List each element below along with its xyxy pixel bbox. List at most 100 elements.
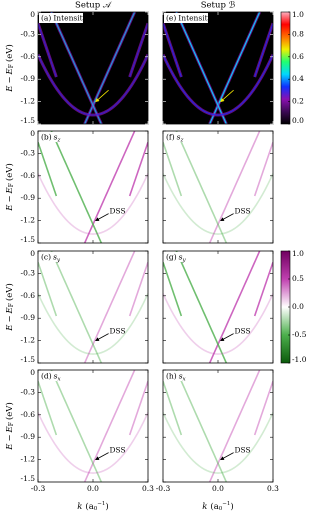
x-tick-label: 0.3 (267, 484, 279, 493)
y-label-ref: E (5, 425, 15, 433)
x-tick-label: -0.3 (156, 484, 171, 493)
y-label-ref: E (5, 186, 15, 194)
band-spin (253, 380, 273, 436)
colorbar-tick-label: 0.8 (292, 29, 304, 38)
band-spin (38, 261, 58, 317)
x-label-close: ) (105, 501, 108, 512)
colorbar-tick-label: 0.0 (292, 116, 304, 125)
colorbar-tick-label: 0.0 (292, 302, 304, 311)
band-spin (50, 251, 103, 363)
panel-label: (f) sz (166, 133, 184, 144)
panel-label-box (39, 132, 63, 142)
y-tick-label: -1.5 (21, 116, 36, 125)
y-label-unit: (eV) (4, 44, 15, 62)
annotation-arrow (220, 213, 234, 221)
x-axis-label: k (a0−1) (202, 501, 233, 512)
y-tick-label: -0.3 (21, 387, 36, 396)
band-features (163, 251, 273, 363)
x-tick-label: 0.3 (142, 484, 154, 493)
y-tick-label: -0.3 (21, 29, 36, 38)
panel-letter: (f) (166, 133, 175, 142)
band-core (163, 23, 182, 78)
y-label-op: − (5, 434, 15, 441)
panel-quantity: Intensity (178, 14, 212, 23)
panel: 0-0.3-0.6-0.9-1.2-1.5(a) IntensityDSSE−EF… (4, 10, 149, 125)
band-spin (50, 370, 103, 482)
x-axis-label: k (a0−1) (77, 501, 108, 512)
y-tick-label: -0.6 (21, 171, 36, 180)
y-axis-label: E−EF(eV) (4, 283, 15, 332)
colorbar: 0.0 0.2 0.4 0.6 0.8 1.0 (280, 10, 304, 125)
y-label-ref: E (5, 306, 15, 314)
band-core (254, 23, 273, 78)
y-label-unit: (eV) (4, 402, 15, 420)
panel-label-box (164, 371, 188, 381)
band-features (38, 12, 148, 124)
x-label-close: ) (230, 501, 233, 512)
y-label-op: − (5, 315, 15, 322)
panel-letter: (e) (166, 14, 176, 23)
y-label-var: E (5, 204, 15, 212)
panel-component: z (57, 137, 61, 143)
y-label-unit: (eV) (4, 283, 15, 301)
x-label-var: k (202, 502, 207, 512)
annotation: DSS (110, 327, 126, 336)
y-tick-label: -0.6 (21, 291, 36, 300)
y-tick-label: -0.3 (21, 268, 36, 277)
annotation-arrow (95, 333, 109, 341)
y-label-sub: F (8, 303, 15, 307)
band-spin (208, 131, 261, 243)
y-label-ref: E (5, 67, 15, 75)
band-spin (175, 131, 228, 243)
annotation: DSS (235, 446, 251, 455)
panel-letter: (c) (41, 253, 51, 262)
band-core (129, 23, 148, 78)
band-spin (83, 370, 136, 482)
colorbar: -1.0 -0.5 0.0 0.5 1.0 (280, 249, 307, 364)
panel-label: (h) sx (166, 372, 187, 383)
panel-quantity: s (179, 372, 183, 381)
panel: (e) Intensity DSS (162, 11, 274, 125)
panel: (f) sz DSS (162, 130, 274, 244)
panel-label: (a) Intensity (41, 14, 88, 23)
colorbar-tick-label: 1.0 (292, 249, 304, 258)
y-tick-label: -1.5 (21, 235, 36, 244)
band-features (163, 370, 273, 482)
panel-letter: (g) (166, 253, 177, 262)
colorbar-tick-label: 0.2 (292, 97, 304, 106)
panel-letter: (a) (41, 14, 51, 23)
x-label-sup: −1 (222, 501, 230, 507)
colorbar-tick-label: 0.6 (292, 52, 304, 61)
y-tick-label: -1.2 (21, 336, 36, 345)
y-axis-label: E−EF(eV) (4, 402, 15, 451)
colorbar-tick-label: -0.5 (292, 330, 307, 339)
colorbar-tick-label: -1.0 (292, 355, 307, 364)
panel-letter: (b) (41, 133, 52, 142)
band-spin (208, 370, 261, 482)
panel-letter: (h) (166, 372, 177, 381)
annotation: DSS (235, 83, 251, 92)
band-core (163, 54, 273, 116)
panel-background (38, 370, 148, 482)
panel-label: (b) sz (41, 133, 61, 144)
y-tick-label: -0.9 (21, 74, 36, 83)
band-spin (163, 141, 183, 197)
colorbar-tick-label: 0.4 (292, 74, 304, 83)
band-spin (38, 412, 148, 474)
panel: 0-0.3-0.6-0.9-1.2-1.5-0.3 0.0 0.3(d) sxDSSE… (4, 368, 155, 512)
panel-label-box (39, 13, 83, 23)
panel-quantity: s (177, 133, 181, 142)
column-title: Setup 𝒜 (75, 1, 113, 11)
band-spin (128, 141, 148, 197)
panel-quantity: s (54, 133, 58, 142)
y-label-op: − (5, 76, 15, 83)
y-label-sub: F (8, 183, 15, 187)
y-tick-label: -0.9 (21, 193, 36, 202)
band-features (38, 370, 148, 482)
y-label-op: − (5, 195, 15, 202)
panel-label-box (164, 132, 188, 142)
x-label-var: k (77, 502, 82, 512)
band-core (50, 12, 102, 124)
panel-quantity: s (179, 253, 183, 262)
